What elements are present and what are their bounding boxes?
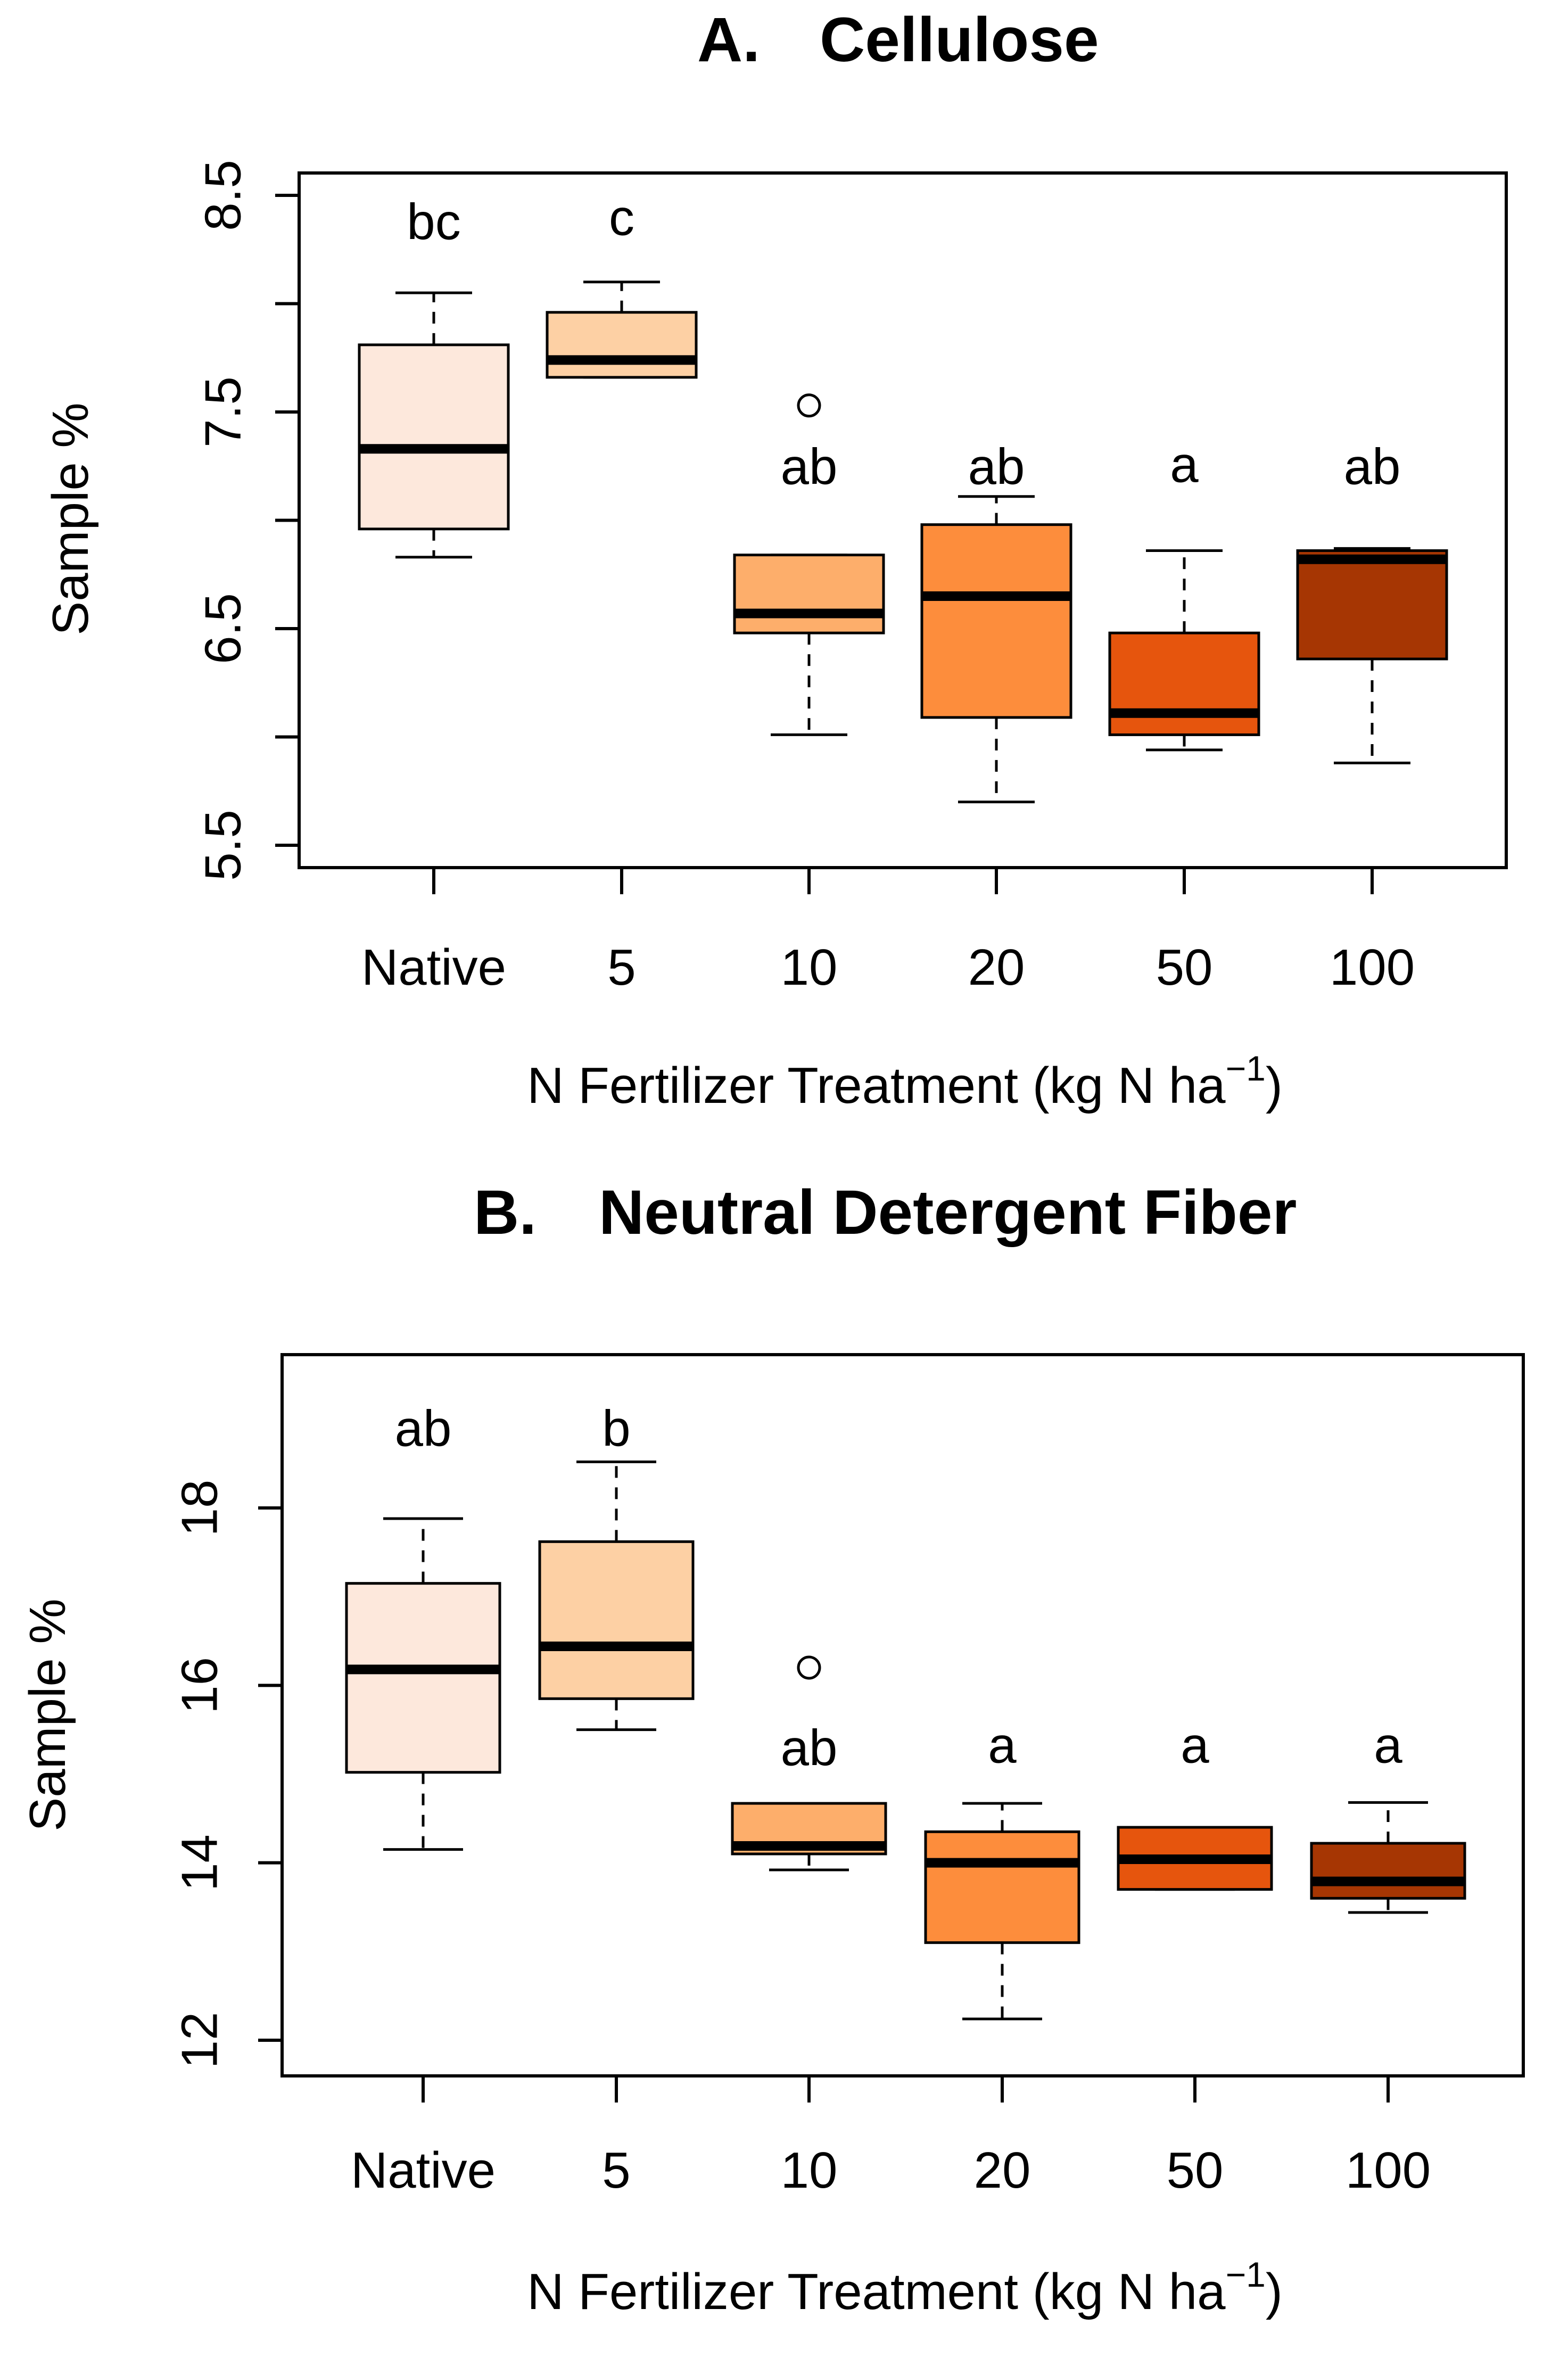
panel-b-significance-letters: ab b ab a a a: [395, 1400, 1403, 1777]
panel-b-y-tick-label: 14: [171, 1834, 228, 1891]
panel-b-x-axis-label: N Fertilizer Treatment (kg N ha−1): [527, 2255, 1283, 2320]
panel-b-significance-letter: a: [1374, 1717, 1402, 1774]
interquartile-box: [358, 343, 510, 531]
panel-a-x-tick-label: 10: [781, 939, 838, 996]
panel-a-title: Cellulose: [820, 5, 1099, 75]
panel-a-box-50: [1108, 549, 1260, 752]
panel-a-y-tick-label: 5.5: [195, 810, 252, 880]
panel-b-x-tick-label: 20: [974, 2142, 1031, 2199]
interquartile-box: [1108, 631, 1260, 736]
interquartile-box: [924, 1830, 1080, 1944]
panel-a-title-letter: A.: [697, 5, 760, 75]
panel-b-significance-letter: a: [1181, 1717, 1209, 1774]
panel-a-x-axis: Native 5 10 20 50 100: [361, 868, 1415, 996]
panel-b-title: Neutral Detergent Fiber: [599, 1177, 1297, 1248]
panel-b: B. Neutral Detergent Fiber 12 14 16 18 Nati…: [19, 1177, 1525, 2320]
panel-b-plot-frame: [280, 1353, 1525, 2077]
panel-b-significance-letter: a: [988, 1717, 1017, 1774]
panel-b-y-axis-label: Sample %: [19, 1598, 76, 1832]
panel-a-significance-letter: bc: [407, 193, 460, 250]
panel-b-box-5: [538, 1460, 695, 1732]
panel-b-box-100: [1310, 1801, 1466, 1914]
interquartile-box: [1296, 549, 1448, 661]
panel-b-box-20: [924, 1802, 1080, 2021]
panel-b-x-tick-label: 5: [602, 2142, 630, 2199]
interquartile-box: [1310, 1842, 1466, 1900]
panel-a-box-10: [733, 554, 885, 736]
panel-b-boxes: [345, 1460, 1466, 2021]
panel-a-y-tick-label: 6.5: [195, 593, 252, 664]
panel-b-significance-letter: ab: [781, 1720, 838, 1777]
panel-b-title-letter: B.: [474, 1177, 537, 1248]
panel-a-x-tick-label: 20: [968, 939, 1025, 996]
interquartile-box: [733, 554, 885, 634]
panel-b-y-tick-label: 16: [171, 1657, 228, 1714]
panel-a-significance-letter: ab: [968, 438, 1025, 495]
panel-a-x-tick-label: 100: [1330, 939, 1415, 996]
panel-a-x-tick-label: Native: [361, 939, 506, 996]
panel-a-significance-letter: ab: [781, 438, 838, 495]
panel-a-y-axis: 5.5 6.5 7.5 8.5: [195, 160, 299, 881]
panel-b-outlier-point: [797, 1655, 821, 1680]
panel-b-x-tick-label: 50: [1167, 2142, 1224, 2199]
panel-b-y-axis: 12 14 16 18: [171, 1480, 282, 2069]
panel-a-box-100: [1296, 547, 1448, 764]
panel-a-y-axis-label: Sample %: [42, 402, 99, 636]
panel-b-box-Native: [345, 1517, 501, 1851]
interquartile-box: [538, 1540, 695, 1700]
panel-a-outlier-point: [797, 393, 821, 418]
panel-b-x-axis: Native 5 10 20 50 100: [351, 2076, 1431, 2199]
interquartile-box: [546, 311, 698, 379]
panel-b-box-50: [1117, 1826, 1273, 1891]
panel-a-x-tick-label: 5: [607, 939, 636, 996]
panel-b-y-tick-label: 18: [171, 1480, 228, 1537]
panel-b-significance-letter: ab: [395, 1400, 452, 1457]
panel-a-significance-letter: ab: [1344, 438, 1401, 495]
panel-a-significance-letter: c: [609, 189, 634, 246]
panel-b-x-tick-label: Native: [351, 2142, 496, 2199]
panel-a-x-tick-label: 50: [1156, 939, 1213, 996]
panel-b-y-tick-label: 12: [171, 2012, 228, 2069]
panel-a-box-5: [546, 281, 698, 379]
panel-a-significance-letters: bc c ab ab a ab: [407, 189, 1400, 495]
panel-b-box-10: [731, 1802, 887, 1871]
panel-a-box-20: [920, 495, 1072, 804]
panel-b-x-tick-label: 100: [1346, 2142, 1431, 2199]
panel-a-y-tick-label: 7.5: [195, 376, 252, 447]
panel-a-y-tick-label: 8.5: [195, 160, 252, 230]
interquartile-box: [345, 1582, 501, 1774]
panel-a-boxes: [358, 281, 1448, 804]
panel-a-box-Native: [358, 291, 510, 559]
interquartile-box: [920, 523, 1072, 719]
panel-a-significance-letter: a: [1170, 436, 1199, 493]
panel-b-x-tick-label: 10: [781, 2142, 838, 2199]
panel-a: A. Cellulose 5.5 6.5 7.5 8.5 Native 5 10 20 50 1…: [42, 5, 1508, 1114]
panel-b-significance-letter: b: [602, 1400, 630, 1457]
panel-a-x-axis-label: N Fertilizer Treatment (kg N ha−1): [527, 1049, 1283, 1114]
